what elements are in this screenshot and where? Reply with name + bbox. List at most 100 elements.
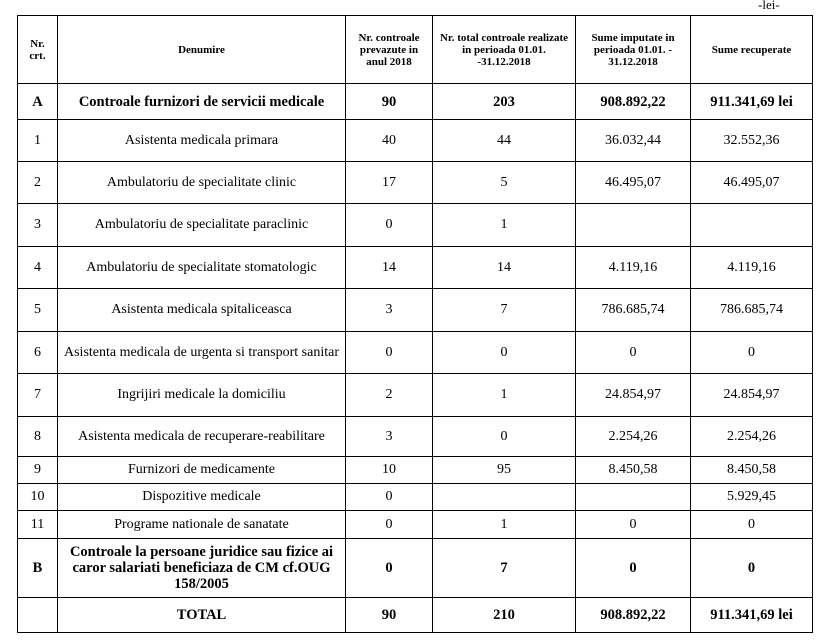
cell: 24.854,97 bbox=[575, 373, 691, 417]
unit-label: -lei- bbox=[758, 0, 780, 12]
cell: 786.685,74 bbox=[575, 288, 691, 332]
table-row: 11 Programe nationale de sanatate 0 1 0 0 bbox=[17, 510, 813, 539]
cell: 1 bbox=[17, 119, 58, 162]
cell: 0 bbox=[432, 331, 576, 374]
table-row: 5 Asistenta medicala spitaliceasca 3 7 786.6… bbox=[17, 288, 813, 332]
cell: 2.254,26 bbox=[690, 416, 813, 457]
table-row: 9 Furnizori de medicamente 10 95 8.450,58 8.4… bbox=[17, 456, 813, 484]
cell: 6 bbox=[17, 331, 58, 374]
cell: Controale furnizori de servicii medicale bbox=[57, 83, 346, 120]
cell: 911.341,69 lei bbox=[690, 597, 813, 633]
table-row: 6 Asistenta medicala de urgenta si transp… bbox=[17, 331, 813, 374]
cell: 5.929,45 bbox=[690, 483, 813, 511]
cell: 2 bbox=[17, 161, 58, 204]
cell: 7 bbox=[17, 373, 58, 417]
cell: 11 bbox=[17, 510, 58, 539]
table-row: 7 Ingrijiri medicale la domiciliu 2 1 24.854… bbox=[17, 373, 813, 417]
cell: 908.892,22 bbox=[575, 83, 691, 120]
cell: 0 bbox=[690, 538, 813, 598]
header-cell: Denumire bbox=[57, 15, 346, 84]
empty-cell bbox=[690, 203, 813, 247]
cell: 8.450,58 bbox=[575, 456, 691, 484]
cell: 4.119,16 bbox=[575, 246, 691, 289]
table-row: TOTAL 90 210 908.892,22 911.341,69 lei bbox=[17, 597, 813, 633]
cell: TOTAL bbox=[57, 597, 346, 633]
cell: Programe nationale de sanatate bbox=[57, 510, 346, 539]
cell: 5 bbox=[432, 161, 576, 204]
cell: 90 bbox=[345, 83, 433, 120]
cell: Asistenta medicala de urgenta si transpo… bbox=[57, 331, 346, 374]
table-row: 3 Ambulatoriu de specialitate paraclinic 0… bbox=[17, 203, 813, 247]
cell: 46.495,07 bbox=[690, 161, 813, 204]
cell: 7 bbox=[432, 538, 576, 598]
cell: Asistenta medicala primara bbox=[57, 119, 346, 162]
cell: 46.495,07 bbox=[575, 161, 691, 204]
cell: 0 bbox=[575, 331, 691, 374]
cell: 10 bbox=[17, 483, 58, 511]
table-body: A Controale furnizori de servicii medical… bbox=[17, 83, 813, 633]
cell: Ambulatoriu de specialitate clinic bbox=[57, 161, 346, 204]
cell: 786.685,74 bbox=[690, 288, 813, 332]
cell: 203 bbox=[432, 83, 576, 120]
cell: 17 bbox=[345, 161, 433, 204]
cell: 14 bbox=[345, 246, 433, 289]
cell: 1 bbox=[432, 203, 576, 247]
cell: 9 bbox=[17, 456, 58, 484]
cell: 0 bbox=[575, 538, 691, 598]
cell: 90 bbox=[345, 597, 433, 633]
cell: 1 bbox=[432, 510, 576, 539]
cell: 4.119,16 bbox=[690, 246, 813, 289]
cell: 32.552,36 bbox=[690, 119, 813, 162]
header-cell: Nr. total controale realizate in perioad… bbox=[432, 15, 576, 84]
cell: 8 bbox=[17, 416, 58, 457]
table-row: 10 Dispozitive medicale 0 5.929,45 bbox=[17, 483, 813, 511]
cell: 0 bbox=[690, 510, 813, 539]
cell: 44 bbox=[432, 119, 576, 162]
cell: 2.254,26 bbox=[575, 416, 691, 457]
cell: 0 bbox=[345, 483, 433, 511]
table-row: 4 Ambulatoriu de specialitate stomatologi… bbox=[17, 246, 813, 289]
header-cell: Sume imputate in perioada 01.01. - 31.12… bbox=[575, 15, 691, 84]
cell: Ingrijiri medicale la domiciliu bbox=[57, 373, 346, 417]
cell: Asistenta medicala de recuperare-reabili… bbox=[57, 416, 346, 457]
cell: 95 bbox=[432, 456, 576, 484]
cell: 0 bbox=[345, 203, 433, 247]
header-cell: Nr. crt. bbox=[17, 15, 58, 84]
cell: 0 bbox=[345, 538, 433, 598]
cell: 2 bbox=[345, 373, 433, 417]
cell: 24.854,97 bbox=[690, 373, 813, 417]
cell: 8.450,58 bbox=[690, 456, 813, 484]
cell: 4 bbox=[17, 246, 58, 289]
cell: 3 bbox=[345, 288, 433, 332]
cell: Dispozitive medicale bbox=[57, 483, 346, 511]
cell: Ambulatoriu de specialitate paraclinic bbox=[57, 203, 346, 247]
empty-cell bbox=[575, 203, 691, 247]
cell: 1 bbox=[432, 373, 576, 417]
cell: 0 bbox=[690, 331, 813, 374]
cell: Asistenta medicala spitaliceasca bbox=[57, 288, 346, 332]
cell: 908.892,22 bbox=[575, 597, 691, 633]
cell: 911.341,69 lei bbox=[690, 83, 813, 120]
cell: A bbox=[17, 83, 58, 120]
cell: Ambulatoriu de specialitate stomatologic bbox=[57, 246, 346, 289]
table-row: 2 Ambulatoriu de specialitate clinic 17 5 46… bbox=[17, 161, 813, 204]
cell: 210 bbox=[432, 597, 576, 633]
empty-cell bbox=[17, 597, 58, 633]
empty-cell bbox=[575, 483, 691, 511]
cell: 10 bbox=[345, 456, 433, 484]
header-cell: Sume recuperate bbox=[690, 15, 813, 84]
cell: 40 bbox=[345, 119, 433, 162]
table-row: 8 Asistenta medicala de recuperare-reabil… bbox=[17, 416, 813, 457]
cell: B bbox=[17, 538, 58, 598]
table-row: A Controale furnizori de servicii medical… bbox=[17, 83, 813, 120]
empty-cell bbox=[432, 483, 576, 511]
cell: 14 bbox=[432, 246, 576, 289]
cell: 3 bbox=[345, 416, 433, 457]
table: Nr. crt. Denumire Nr. controale prevazute … bbox=[17, 15, 813, 633]
cell: Furnizori de medicamente bbox=[57, 456, 346, 484]
table-row: 1 Asistenta medicala primara 40 44 36.032,44… bbox=[17, 119, 813, 162]
table-row: B Controale la persoane juridice sau fizi… bbox=[17, 538, 813, 598]
cell: 5 bbox=[17, 288, 58, 332]
header-cell: Nr. controale prevazute in anul 2018 bbox=[345, 15, 433, 84]
